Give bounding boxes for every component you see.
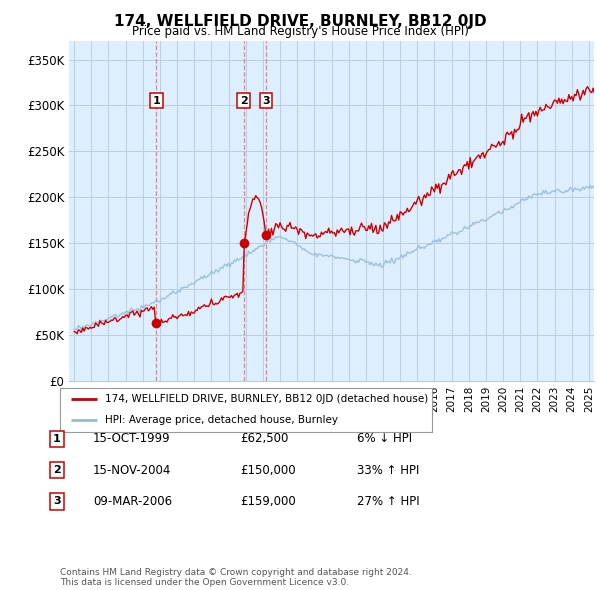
Text: 2: 2	[240, 96, 248, 106]
Text: 2: 2	[53, 466, 61, 475]
Text: £150,000: £150,000	[240, 464, 296, 477]
Text: 09-MAR-2006: 09-MAR-2006	[93, 495, 172, 508]
Text: Price paid vs. HM Land Registry's House Price Index (HPI): Price paid vs. HM Land Registry's House …	[131, 25, 469, 38]
Text: £159,000: £159,000	[240, 495, 296, 508]
Text: 27% ↑ HPI: 27% ↑ HPI	[357, 495, 419, 508]
Text: 6% ↓ HPI: 6% ↓ HPI	[357, 432, 412, 445]
Text: 15-NOV-2004: 15-NOV-2004	[93, 464, 172, 477]
Text: 15-OCT-1999: 15-OCT-1999	[93, 432, 170, 445]
Text: 3: 3	[262, 96, 270, 106]
Text: 1: 1	[152, 96, 160, 106]
Text: 1: 1	[53, 434, 61, 444]
Text: 174, WELLFIELD DRIVE, BURNLEY, BB12 0JD: 174, WELLFIELD DRIVE, BURNLEY, BB12 0JD	[113, 14, 487, 28]
Text: HPI: Average price, detached house, Burnley: HPI: Average price, detached house, Burn…	[104, 415, 338, 425]
Text: £62,500: £62,500	[240, 432, 289, 445]
Text: 174, WELLFIELD DRIVE, BURNLEY, BB12 0JD (detached house): 174, WELLFIELD DRIVE, BURNLEY, BB12 0JD …	[104, 394, 428, 404]
Text: Contains HM Land Registry data © Crown copyright and database right 2024.
This d: Contains HM Land Registry data © Crown c…	[60, 568, 412, 587]
Text: 33% ↑ HPI: 33% ↑ HPI	[357, 464, 419, 477]
Text: 3: 3	[53, 497, 61, 506]
